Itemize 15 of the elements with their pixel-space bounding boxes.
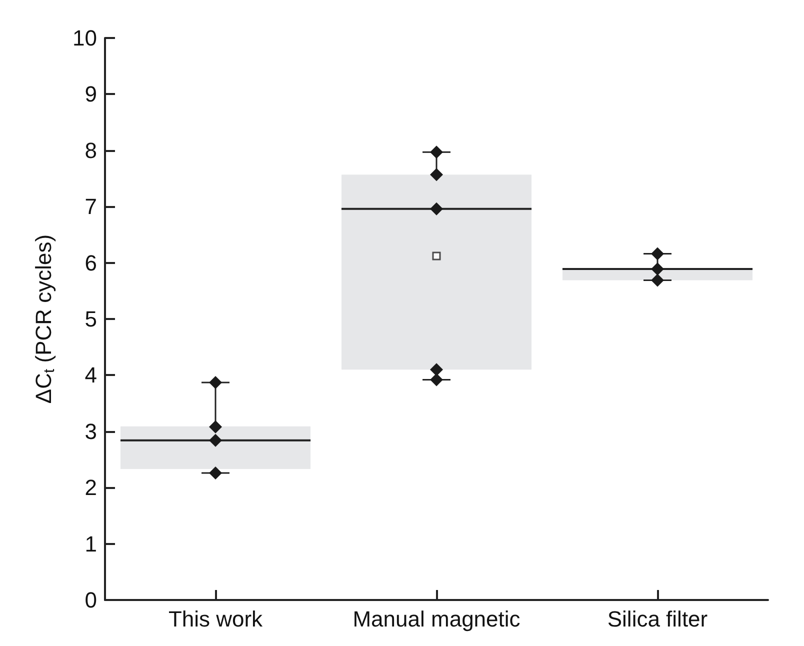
y-tick-label: 7 bbox=[84, 194, 97, 220]
y-tick-label: 6 bbox=[84, 250, 97, 276]
y-tick-label: 1 bbox=[84, 531, 97, 556]
x-tick-label: Manual magnetic bbox=[352, 606, 520, 632]
x-tick-label: This work bbox=[168, 606, 264, 632]
y-tick-label: 2 bbox=[84, 475, 97, 500]
y-tick-label: 4 bbox=[84, 362, 97, 388]
x-tick-label: Silica filter bbox=[607, 606, 708, 632]
y-tick-label: 9 bbox=[84, 82, 97, 107]
y-axis-title: ΔCt (PCR cycles) bbox=[31, 234, 58, 404]
y-tick-label: 8 bbox=[84, 138, 97, 163]
y-tick-label: 3 bbox=[84, 418, 97, 444]
y-tick-label: 10 bbox=[72, 26, 97, 50]
y-tick-label: 0 bbox=[84, 588, 97, 612]
y-tick-label: 5 bbox=[84, 306, 97, 332]
